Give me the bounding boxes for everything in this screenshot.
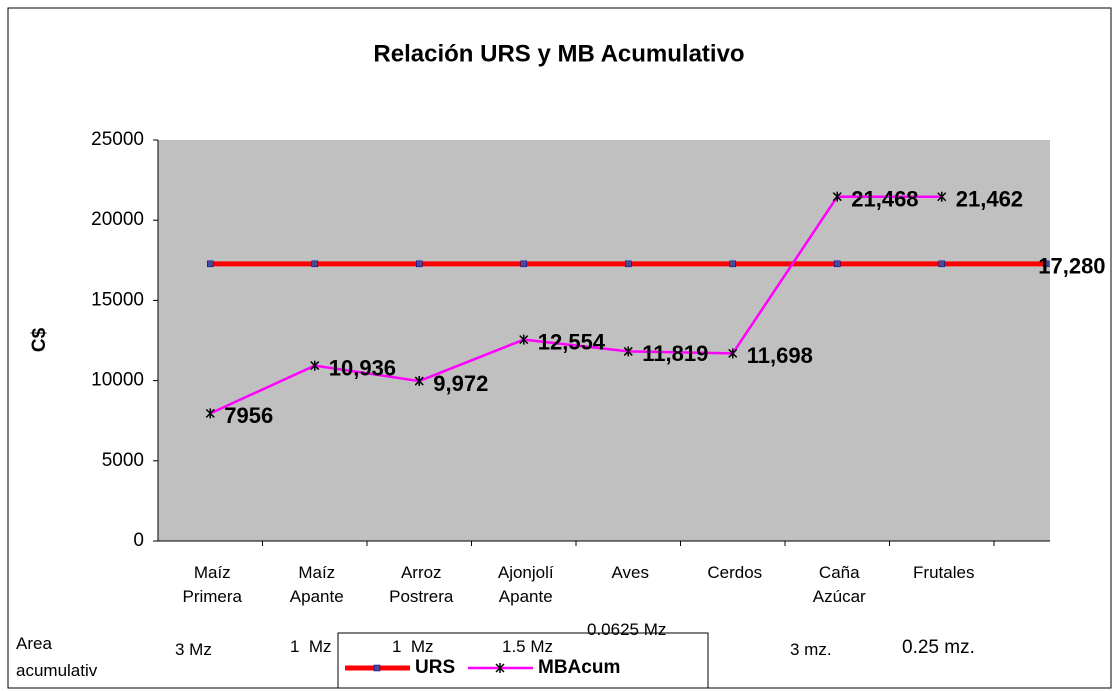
- point-marker: [1043, 260, 1050, 268]
- point-marker: [311, 260, 318, 268]
- area-label: Area acumulativ: [16, 634, 98, 680]
- y-tick-label: 15000: [91, 289, 144, 310]
- area-value: 3 Mz: [175, 640, 212, 659]
- x-tick-label: Caña Azúcar: [812, 563, 866, 606]
- x-tick-label: Aves: [611, 563, 650, 582]
- legend: [337, 632, 709, 689]
- data-label: 7956: [224, 403, 273, 428]
- y-tick-label: 25000: [91, 129, 144, 150]
- point-marker: [937, 191, 947, 202]
- data-label: 12,554: [538, 329, 606, 354]
- legend-label: MBAcum: [538, 657, 620, 678]
- legend-marker: [373, 664, 381, 672]
- point-marker: [207, 260, 214, 268]
- point-marker: [205, 408, 215, 419]
- point-marker: [414, 376, 424, 387]
- point-marker: [729, 260, 736, 268]
- area-value: 3 mz.: [790, 640, 832, 659]
- point-marker: [832, 191, 842, 202]
- plot-area: [158, 140, 1050, 541]
- x-tick-label: Maíz Apante: [289, 563, 344, 606]
- point-marker: [623, 346, 633, 357]
- data-label: 10,936: [329, 355, 396, 380]
- point-marker: [310, 360, 320, 371]
- legend-marker: [495, 663, 505, 673]
- data-label: 11,819: [642, 341, 708, 366]
- point-marker: [416, 260, 423, 268]
- x-tick-label: Maíz Primera: [182, 563, 242, 606]
- data-label: 21,462: [956, 187, 1023, 212]
- point-marker: [625, 260, 632, 268]
- point-marker: [519, 334, 529, 345]
- data-label: 17,280: [1038, 254, 1105, 279]
- area-value: 0.25 mz.: [902, 637, 975, 658]
- x-tick-label: Frutales: [913, 563, 975, 582]
- y-tick-label: 5000: [102, 450, 144, 471]
- x-tick-label: Cerdos: [707, 563, 763, 582]
- series-line: [209, 195, 942, 415]
- y-tick-label: 0: [133, 530, 144, 551]
- chart-title: Relación URS y MB Acumulativo: [373, 40, 744, 67]
- data-label: 21,468: [851, 186, 918, 211]
- data-label: 11,698: [747, 343, 813, 368]
- data-label: 9,972: [433, 371, 488, 396]
- legend-label: URS: [415, 657, 455, 678]
- y-tick-label: 20000: [91, 209, 144, 230]
- area-value: 1.5 Mz: [502, 637, 554, 656]
- point-marker: [834, 260, 841, 268]
- point-marker: [728, 348, 738, 359]
- area-value: 1 Mz: [290, 637, 332, 656]
- x-tick-label: Ajonjolí Apante: [497, 563, 554, 606]
- point-marker: [520, 260, 527, 268]
- y-axis-label: C$: [29, 327, 50, 352]
- point-marker: [938, 260, 945, 268]
- area-value: 0.0625 Mz: [587, 620, 667, 639]
- y-tick-label: 10000: [91, 370, 144, 391]
- x-tick-label: Arroz Postrera: [389, 563, 454, 606]
- area-value: 1 Mz: [392, 637, 434, 656]
